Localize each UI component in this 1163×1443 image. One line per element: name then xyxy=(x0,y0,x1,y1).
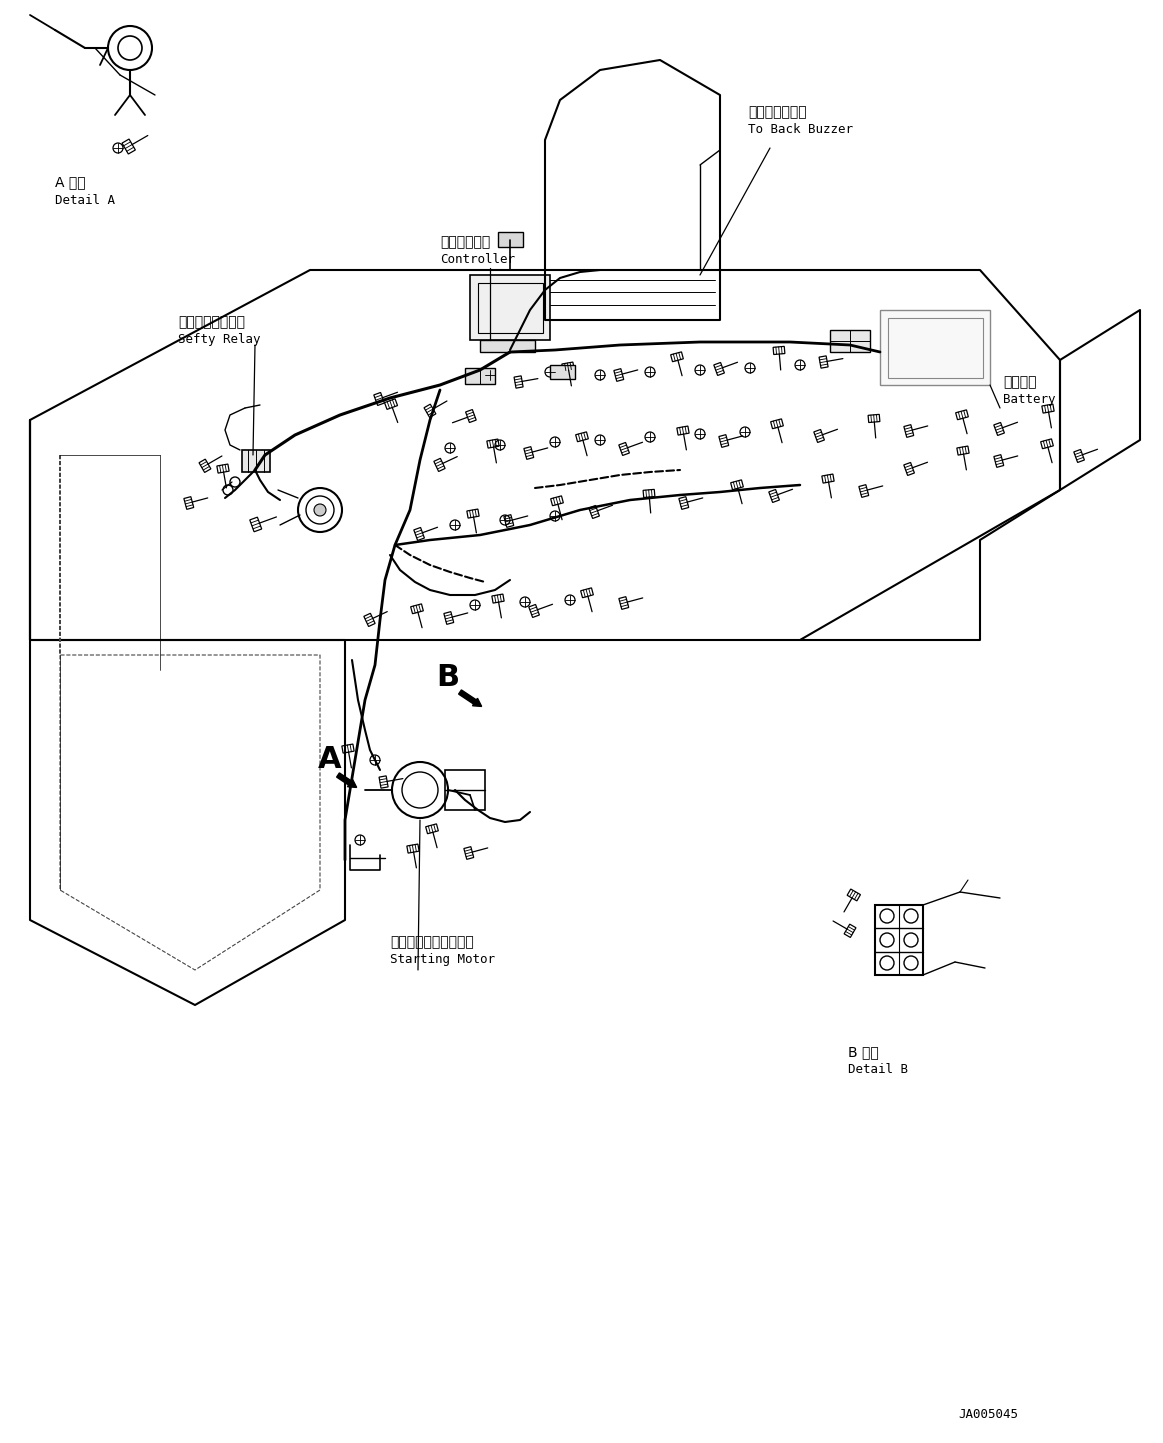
Text: Battery: Battery xyxy=(1003,392,1056,405)
Text: バッテリ: バッテリ xyxy=(1003,375,1036,390)
Bar xyxy=(470,276,550,341)
Text: Controller: Controller xyxy=(440,253,515,266)
Text: セーフティリレー: セーフティリレー xyxy=(178,315,245,329)
Text: B 詳細: B 詳細 xyxy=(848,1045,879,1059)
Text: Detail B: Detail B xyxy=(848,1063,908,1076)
FancyArrow shape xyxy=(458,690,481,707)
Text: A: A xyxy=(319,746,342,775)
Text: To Back Buzzer: To Back Buzzer xyxy=(748,123,852,136)
FancyArrow shape xyxy=(336,773,357,788)
Circle shape xyxy=(314,504,326,517)
Text: Sefty Relay: Sefty Relay xyxy=(178,333,261,346)
Bar xyxy=(478,283,543,333)
Text: JA005045: JA005045 xyxy=(958,1408,1018,1421)
Text: バックブザーへ: バックブザーへ xyxy=(748,105,807,118)
Bar xyxy=(445,771,485,810)
Bar xyxy=(889,317,983,378)
Text: Starting Motor: Starting Motor xyxy=(390,952,495,965)
Text: Detail A: Detail A xyxy=(55,193,115,206)
Bar xyxy=(498,232,523,247)
Text: コントローラ: コントローラ xyxy=(440,235,491,250)
Bar xyxy=(875,905,923,975)
Text: スターティングモータ: スターティングモータ xyxy=(390,935,473,949)
Text: A 詳細: A 詳細 xyxy=(55,175,86,189)
Bar xyxy=(242,450,270,472)
Bar xyxy=(830,330,870,352)
Bar xyxy=(550,365,575,380)
Bar xyxy=(480,341,535,352)
Bar xyxy=(465,368,495,384)
Bar xyxy=(880,310,990,385)
Text: B: B xyxy=(436,664,459,693)
